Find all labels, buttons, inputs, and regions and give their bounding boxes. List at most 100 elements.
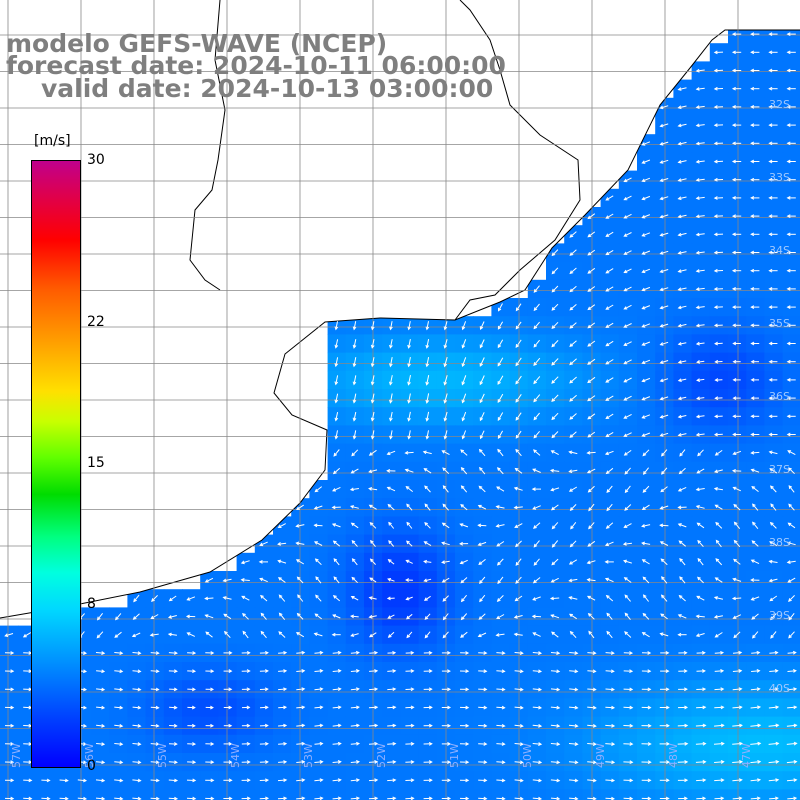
wind-arrow	[731, 214, 742, 218]
wind-speed-cell	[254, 789, 274, 800]
wind-arrow	[660, 613, 668, 620]
wind-arrow	[750, 268, 760, 273]
wind-arrow	[641, 414, 651, 419]
wind-arrow	[677, 414, 687, 419]
wind-arrow	[369, 521, 377, 529]
wind-speed-cell	[0, 789, 19, 800]
wind-arrow	[659, 705, 670, 710]
wind-arrow	[296, 687, 306, 692]
wind-arrow	[569, 504, 577, 511]
wind-arrow	[460, 651, 470, 655]
wind-arrow	[334, 411, 339, 422]
wind-arrow	[587, 540, 596, 547]
lat-label: 34S	[769, 244, 790, 257]
wind-arrow	[497, 375, 504, 385]
wind-arrow	[786, 86, 796, 91]
wind-arrow	[660, 669, 670, 673]
wind-arrow	[731, 250, 742, 255]
wind-speed-cell	[291, 789, 310, 800]
wind-arrow	[332, 650, 342, 655]
wind-arrow	[551, 340, 559, 348]
wind-arrow	[387, 741, 397, 746]
wind-arrow	[695, 414, 705, 419]
wind-arrow	[750, 196, 760, 200]
wind-arrow	[259, 741, 269, 746]
wind-arrow	[405, 559, 413, 564]
wind-arrow	[332, 705, 342, 710]
wind-arrow	[496, 687, 506, 692]
wind-arrow	[604, 450, 614, 456]
wind-arrow	[695, 341, 705, 346]
wind-arrow	[461, 357, 467, 368]
wind-arrow	[368, 596, 377, 600]
wind-arrow	[750, 232, 760, 237]
wind-arrow	[350, 741, 361, 746]
wind-arrow	[696, 396, 705, 401]
wind-arrow	[732, 614, 742, 619]
wind-arrow	[659, 778, 670, 783]
wind-arrow	[569, 358, 577, 366]
wind-speed-cell	[400, 789, 420, 800]
wind-arrow	[750, 68, 760, 73]
wind-arrow	[150, 742, 160, 746]
wind-arrow	[460, 577, 468, 584]
wind-speed-cell	[546, 789, 565, 800]
wind-arrow	[786, 68, 796, 73]
wind-arrow	[659, 269, 669, 273]
wind-arrow	[387, 687, 397, 692]
wind-arrow	[405, 741, 415, 746]
wind-arrow	[605, 395, 614, 401]
wind-arrow	[368, 796, 379, 800]
wind-arrow	[677, 741, 689, 746]
wind-arrow	[186, 632, 196, 637]
wind-arrow	[713, 159, 724, 164]
wind-arrow	[497, 357, 504, 367]
wind-arrow	[497, 448, 504, 457]
wind-arrow	[223, 796, 233, 800]
wind-arrow	[641, 177, 651, 183]
wind-arrow	[788, 467, 795, 475]
wind-arrow	[713, 196, 724, 200]
wind-arrow	[350, 705, 360, 710]
wind-arrow	[769, 669, 779, 673]
wind-arrow	[405, 596, 413, 601]
wind-arrow	[678, 687, 688, 692]
wind-arrow	[167, 632, 177, 637]
wind-arrow	[605, 322, 614, 328]
wind-arrow	[441, 651, 451, 655]
wind-arrow	[387, 631, 395, 638]
wind-arrow	[515, 448, 522, 457]
wind-arrow	[786, 50, 796, 55]
wind-arrow	[350, 650, 360, 655]
wind-speed-cell	[673, 789, 693, 800]
wind-arrow	[4, 778, 15, 783]
wind-arrow	[696, 687, 707, 692]
wind-arrow	[605, 705, 616, 710]
wind-arrow	[768, 323, 778, 328]
wind-arrow	[677, 760, 689, 764]
wind-arrow	[606, 612, 613, 620]
wind-arrow	[169, 687, 178, 692]
wind-arrow	[568, 469, 578, 474]
wind-arrow	[550, 651, 561, 655]
wind-arrow	[786, 560, 796, 564]
wind-speed-cell	[637, 789, 656, 800]
wind-arrow	[641, 504, 650, 511]
wind-arrow	[532, 778, 543, 783]
wind-arrow	[461, 430, 467, 440]
wind-arrow	[423, 796, 433, 800]
wind-arrow	[443, 411, 448, 422]
wind-arrow	[786, 268, 796, 273]
wind-arrow	[405, 485, 414, 492]
wind-arrow	[696, 522, 705, 529]
wind-arrow	[550, 487, 560, 492]
wind-speed-cell	[764, 789, 784, 800]
wind-arrow	[695, 432, 705, 437]
wind-arrow	[441, 522, 450, 529]
wind-arrow	[350, 687, 360, 692]
wind-arrow	[786, 141, 796, 146]
wind-arrow	[132, 651, 142, 655]
wind-arrow	[533, 430, 540, 439]
wind-arrow	[532, 742, 543, 746]
